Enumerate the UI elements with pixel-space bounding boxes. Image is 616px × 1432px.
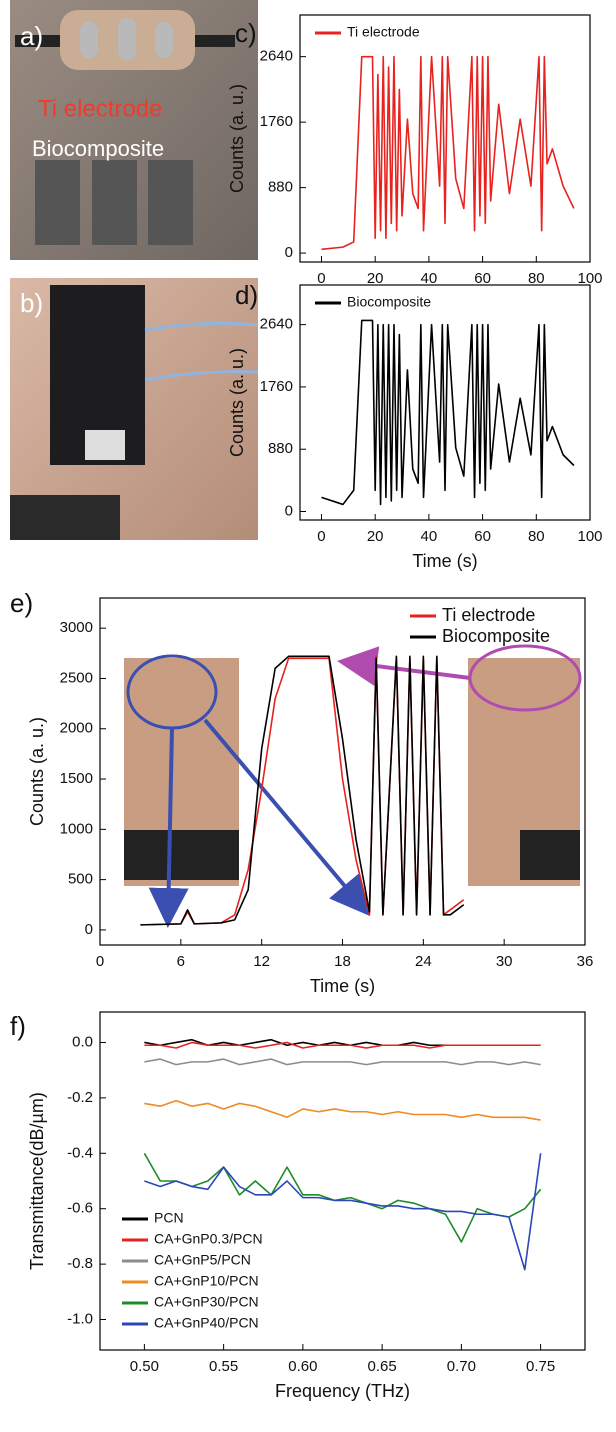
photo-text: Ti electrode bbox=[38, 95, 163, 122]
x-tick-label: 24 bbox=[415, 953, 432, 970]
y-tick-label: 2640 bbox=[260, 48, 293, 65]
x-tick-label: 60 bbox=[474, 270, 491, 287]
y-tick-label: 0.0 bbox=[72, 1033, 93, 1050]
x-tick-label: 12 bbox=[253, 953, 270, 970]
plot-frame bbox=[299, 14, 591, 263]
x-tick-label: 6 bbox=[177, 953, 185, 970]
y-tick-label: 1000 bbox=[60, 820, 93, 837]
y-axis-title: Counts (a. u.) bbox=[227, 348, 247, 457]
x-tick-label: 36 bbox=[577, 953, 594, 970]
x-tick-label: 20 bbox=[367, 528, 384, 545]
x-tick-label: 0.70 bbox=[447, 1358, 476, 1375]
panel-label: f) bbox=[10, 1011, 26, 1041]
panel-label: e) bbox=[10, 588, 33, 618]
x-tick-label: 30 bbox=[496, 953, 513, 970]
x-axis-title: Time (s) bbox=[310, 976, 375, 996]
x-tick-label: 80 bbox=[528, 528, 545, 545]
y-tick-label: 880 bbox=[268, 440, 293, 457]
x-axis-title: Time (s) bbox=[412, 551, 477, 571]
x-tick-label: 0.65 bbox=[368, 1358, 397, 1375]
x-tick-label: 20 bbox=[367, 270, 384, 287]
x-tick-label: 60 bbox=[474, 528, 491, 545]
y-tick-label: 0 bbox=[85, 921, 93, 938]
x-tick-label: 80 bbox=[528, 270, 545, 287]
data-line bbox=[144, 1099, 541, 1121]
panel-label: d) bbox=[235, 280, 258, 310]
legend-label: CA+GnP0.3/PCN bbox=[154, 1231, 263, 1247]
y-tick-label: 1760 bbox=[260, 378, 293, 395]
plot-frame bbox=[299, 284, 591, 521]
x-tick-label: 0.55 bbox=[209, 1358, 238, 1375]
panel-label: a) bbox=[20, 21, 43, 51]
y-tick-label: -0.2 bbox=[67, 1089, 93, 1106]
y-tick-label: 1760 bbox=[260, 113, 293, 130]
x-axis-title: Frequency (THz) bbox=[275, 1381, 410, 1401]
y-tick-label: -0.8 bbox=[67, 1255, 93, 1272]
y-tick-label: 880 bbox=[268, 179, 293, 196]
x-tick-label: 40 bbox=[421, 270, 438, 287]
x-tick-label: 18 bbox=[334, 953, 351, 970]
y-tick-label: 3000 bbox=[60, 619, 93, 636]
y-axis-title: Counts (a. u.) bbox=[227, 84, 247, 193]
y-tick-label: -0.6 bbox=[67, 1200, 93, 1217]
legend-label: Ti electrode bbox=[347, 24, 420, 40]
panel-label: b) bbox=[20, 288, 43, 318]
y-tick-label: 2000 bbox=[60, 720, 93, 737]
y-tick-label: 1500 bbox=[60, 770, 93, 787]
photo-text: Biocomposite bbox=[32, 136, 164, 161]
legend-label: Biocomposite bbox=[442, 626, 550, 646]
legend-label: PCN bbox=[154, 1210, 184, 1226]
y-tick-label: 2500 bbox=[60, 669, 93, 686]
data-line bbox=[140, 655, 465, 926]
y-tick-label: -0.4 bbox=[67, 1144, 93, 1161]
data-line bbox=[144, 1041, 541, 1049]
x-tick-label: 0.75 bbox=[526, 1358, 555, 1375]
legend-label: Biocomposite bbox=[347, 294, 431, 310]
y-tick-label: 500 bbox=[68, 871, 93, 888]
legend-label: Ti electrode bbox=[442, 605, 535, 625]
data-line bbox=[321, 319, 575, 506]
x-tick-label: 0 bbox=[317, 270, 325, 287]
y-tick-label: -1.0 bbox=[67, 1310, 93, 1327]
data-line bbox=[144, 1153, 542, 1271]
y-tick-label: 0 bbox=[285, 502, 293, 519]
panel-label: c) bbox=[235, 18, 257, 48]
y-tick-label: 0 bbox=[285, 244, 293, 261]
data-line bbox=[144, 1058, 541, 1066]
x-tick-label: 0 bbox=[96, 953, 104, 970]
data-line bbox=[143, 1152, 542, 1243]
x-tick-label: 0.50 bbox=[130, 1358, 159, 1375]
data-line bbox=[321, 55, 575, 251]
inset-photos bbox=[124, 644, 582, 928]
x-tick-label: 0 bbox=[317, 528, 325, 545]
legend-label: CA+GnP40/PCN bbox=[154, 1315, 259, 1331]
photo-a: a) Ti electrode Biocomposite bbox=[10, 0, 258, 260]
x-tick-label: 100 bbox=[577, 528, 602, 545]
y-tick-label: 2640 bbox=[260, 316, 293, 333]
y-axis-title: Transmittance(dB/µm) bbox=[27, 1092, 47, 1270]
legend-label: CA+GnP30/PCN bbox=[154, 1294, 259, 1310]
y-axis-title: Counts (a. u.) bbox=[27, 717, 47, 826]
x-tick-label: 100 bbox=[577, 270, 602, 287]
legend-label: CA+GnP5/PCN bbox=[154, 1252, 251, 1268]
legend-label: CA+GnP10/PCN bbox=[154, 1273, 259, 1289]
photo-b: b) bbox=[10, 278, 259, 540]
x-tick-label: 40 bbox=[421, 528, 438, 545]
x-tick-label: 0.60 bbox=[288, 1358, 317, 1375]
plot-frame bbox=[99, 1011, 586, 1351]
